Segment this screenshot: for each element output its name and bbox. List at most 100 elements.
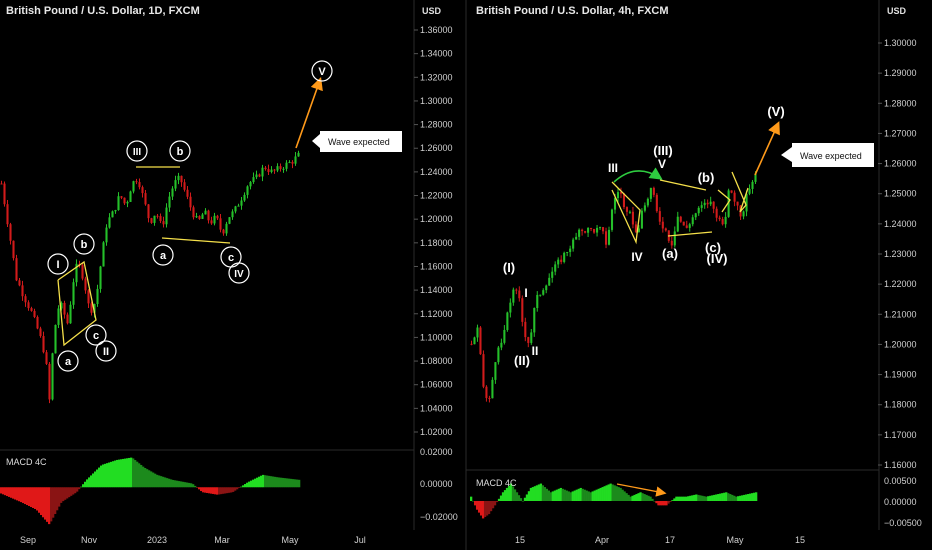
candle-body bbox=[691, 217, 694, 225]
macd-bar bbox=[501, 492, 505, 501]
macd-bar bbox=[587, 491, 590, 501]
macd-bar bbox=[629, 496, 632, 501]
macd-bar bbox=[601, 487, 604, 501]
candle-body bbox=[706, 202, 709, 205]
macd-bar bbox=[699, 495, 702, 501]
macd-bar bbox=[573, 490, 576, 501]
price-tick-label: 1.22000 bbox=[884, 279, 917, 289]
candle-body bbox=[288, 161, 291, 163]
macd-bar bbox=[703, 496, 706, 501]
macd-bar bbox=[719, 493, 722, 501]
macd-bar bbox=[276, 477, 279, 488]
candle-body bbox=[54, 324, 57, 354]
macd-bar bbox=[66, 487, 69, 499]
macd-bar bbox=[190, 483, 193, 488]
candle-body bbox=[207, 210, 210, 221]
macd-bar bbox=[60, 487, 63, 503]
macd-bar bbox=[290, 478, 293, 488]
macd-bar bbox=[503, 490, 507, 501]
macd-bar bbox=[589, 492, 592, 501]
candle-body bbox=[604, 231, 608, 245]
macd-bar bbox=[124, 458, 127, 488]
macd-bar bbox=[535, 485, 539, 501]
right-price-axis[interactable]: 1.30000 1.29000 1.28000 1.27000 1.26000 1.250… bbox=[878, 38, 917, 470]
macd-bar bbox=[250, 480, 253, 488]
price-tick-label: 1.24000 bbox=[420, 167, 453, 177]
macd-bar bbox=[471, 501, 475, 502]
time-tick-label: Nov bbox=[81, 535, 98, 545]
macd-bar bbox=[298, 479, 301, 488]
macd-bar bbox=[296, 479, 299, 488]
macd-bar bbox=[8, 487, 11, 497]
macd-bar bbox=[567, 491, 570, 501]
right-macd-label: MACD 4C bbox=[476, 478, 517, 488]
candle-body bbox=[497, 347, 500, 363]
macd-bar bbox=[170, 479, 173, 488]
candle-body bbox=[724, 216, 727, 225]
candle-body bbox=[736, 201, 739, 206]
macd-bar bbox=[212, 487, 215, 494]
right-macd-histogram bbox=[470, 483, 758, 519]
candle-body bbox=[590, 228, 593, 230]
candle-body bbox=[96, 288, 99, 305]
macd-bar bbox=[156, 474, 159, 488]
candle-body bbox=[282, 168, 285, 170]
price-tick-label: 1.29000 bbox=[884, 68, 917, 78]
svg-text:c: c bbox=[93, 330, 99, 342]
macd-bar bbox=[192, 484, 195, 488]
candle-body bbox=[754, 173, 757, 182]
candle-body bbox=[593, 229, 596, 233]
macd-bar bbox=[675, 496, 678, 501]
macd-bar bbox=[114, 460, 117, 488]
candle-body bbox=[500, 342, 503, 348]
left-iv-line bbox=[161, 237, 231, 244]
candle-body bbox=[679, 216, 682, 222]
candle-body bbox=[503, 329, 506, 343]
left-candles bbox=[0, 150, 300, 404]
macd-bar bbox=[755, 492, 758, 501]
macd-bar bbox=[551, 491, 555, 501]
macd-bar bbox=[470, 496, 473, 501]
price-tick-label: 1.21000 bbox=[884, 309, 917, 319]
candle-body bbox=[162, 221, 165, 225]
candle-body bbox=[613, 198, 617, 210]
price-tick-label: 1.08000 bbox=[420, 356, 453, 366]
candle-body bbox=[81, 265, 84, 279]
macd-bar bbox=[613, 485, 616, 501]
macd-bar bbox=[196, 487, 199, 488]
price-tick-label: 1.17000 bbox=[884, 430, 917, 440]
macd-bar bbox=[116, 459, 119, 488]
candle-body bbox=[210, 220, 213, 224]
macd-bar bbox=[507, 485, 511, 501]
macd-bar bbox=[254, 478, 257, 488]
candle-body bbox=[494, 362, 497, 380]
macd-bar bbox=[697, 494, 700, 501]
svg-text:Wave expected: Wave expected bbox=[800, 151, 862, 161]
candle-body bbox=[60, 302, 63, 309]
candle-body bbox=[135, 181, 138, 183]
macd-bar bbox=[62, 487, 65, 502]
candle-body bbox=[557, 259, 560, 265]
candle-body bbox=[488, 398, 491, 400]
macd-bar bbox=[489, 501, 493, 512]
macd-bar bbox=[701, 495, 704, 501]
candle-body bbox=[18, 280, 21, 286]
wave-label-v-small: V bbox=[658, 157, 666, 171]
macd-bar bbox=[14, 487, 17, 500]
left-time-axis[interactable]: Sep Nov 2023 Mar May Jul bbox=[20, 535, 366, 545]
macd-bar bbox=[571, 491, 574, 501]
macd-bar bbox=[280, 477, 283, 488]
wave-label-paren-III: (III) bbox=[653, 143, 673, 158]
right-b-line bbox=[659, 179, 707, 191]
candle-body bbox=[658, 211, 661, 222]
macd-bar bbox=[154, 473, 157, 488]
macd-bar bbox=[559, 487, 562, 501]
macd-bar bbox=[208, 487, 211, 494]
macd-bar bbox=[168, 478, 171, 488]
macd-bar bbox=[30, 487, 33, 508]
right-time-axis[interactable]: 15 Apr 17 May 15 bbox=[515, 535, 805, 545]
macd-bar bbox=[531, 487, 535, 501]
left-price-axis[interactable]: 1.36000 1.34000 1.32000 1.30000 1.28000 1.260… bbox=[414, 25, 453, 437]
macd-bar bbox=[92, 473, 95, 488]
macd-bar bbox=[751, 493, 754, 501]
